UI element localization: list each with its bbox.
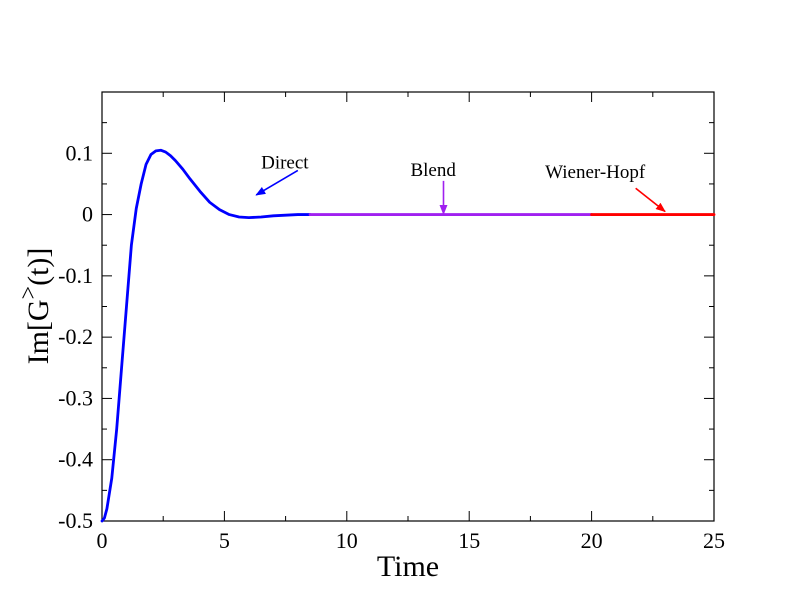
annotation-label-blend: Blend: [410, 160, 456, 181]
annotations-layer: Direct Blend Wiener-Hopf: [255, 153, 666, 215]
x-tick-label: 20: [581, 528, 603, 553]
y-axis-label-tail: (t)]: [22, 248, 55, 286]
y-tick-label: 0.1: [66, 140, 94, 165]
y-axis-label-sup: >: [16, 286, 42, 300]
series-layer: [100, 148, 716, 523]
y-tick-label: -0.4: [58, 447, 93, 472]
plot-frame: [101, 91, 715, 522]
x-tick-label: 0: [97, 528, 108, 553]
y-tick-label: -0.5: [58, 508, 93, 533]
annotation-arrow-direct: [255, 169, 299, 196]
annotation-arrow-wiener-hopf: [635, 187, 666, 213]
x-tick-label: 25: [703, 528, 725, 553]
y-axis-label: Im[G>(t)]: [16, 248, 55, 365]
annotation-label-direct: Direct: [261, 153, 309, 174]
y-tick-label: -0.3: [58, 385, 93, 410]
x-tick-label: 10: [336, 528, 358, 553]
ticks-layer: 0 5 10 15 20 25 0.1 0 -0.1 -0.2 -0.3 -0.4 -0.5: [58, 91, 725, 553]
annotation-label-wiener-hopf: Wiener-Hopf: [545, 162, 646, 183]
y-tick-label: -0.2: [58, 324, 93, 349]
x-axis-label: Time: [377, 550, 439, 583]
y-tick-label: -0.1: [58, 263, 93, 288]
series-line-direct: [100, 148, 312, 523]
y-axis-label-main: Im[G: [22, 299, 55, 364]
y-tick-label: 0: [82, 202, 93, 227]
x-tick-label: 5: [219, 528, 230, 553]
x-tick-label: 15: [458, 528, 480, 553]
